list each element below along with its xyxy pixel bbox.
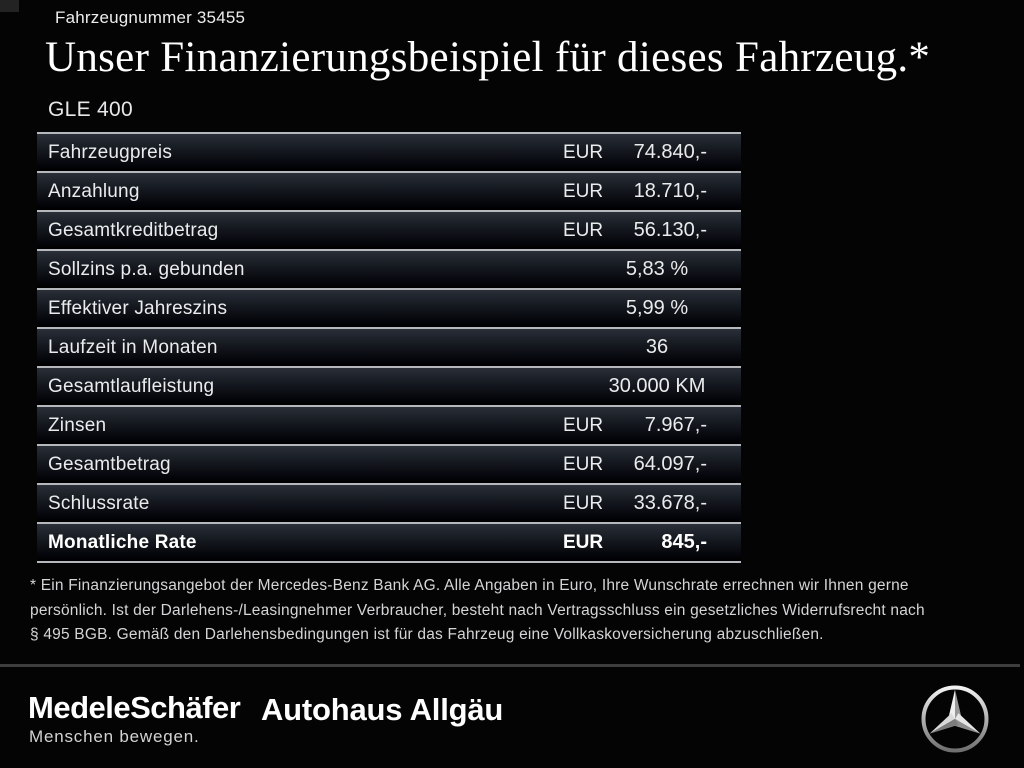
corner-artifact [0, 0, 19, 12]
finance-row-value: EUR 7.967,- [563, 414, 741, 437]
finance-row: Schlussrate EUR 33.678,- [37, 483, 741, 522]
finance-row-label: Zinsen [48, 414, 107, 436]
finance-row-currency: EUR [563, 492, 604, 514]
finance-row-value: EUR 18.710,- [563, 180, 741, 203]
finance-row: Effektiver Jahreszins 5,99 % [37, 288, 741, 327]
finance-row: Sollzins p.a. gebunden 5,83 % [37, 249, 741, 288]
finance-row-label: Monatliche Rate [48, 531, 197, 553]
finance-row-currency: EUR [563, 180, 604, 202]
finance-row-amount: 74.840,- [633, 141, 707, 163]
finance-row-value: 5,83 % [563, 258, 741, 281]
finance-row-value: 30.000 KM [563, 375, 741, 398]
disclaimer-text: * Ein Finanzierungsangebot der Mercedes-… [30, 574, 998, 648]
finance-row-amount: 18.710,- [633, 180, 707, 202]
finance-row-amount: 845,- [661, 531, 707, 553]
finance-row-amount: 5,99 % [625, 297, 689, 319]
finance-row-label: Sollzins p.a. gebunden [48, 258, 245, 280]
finance-row: Anzahlung EUR 18.710,- [37, 171, 741, 210]
vehicle-number: Fahrzeugnummer 35455 [55, 8, 246, 27]
dealer-tagline: Menschen bewegen. [29, 727, 200, 746]
finance-row: Gesamtbetrag EUR 64.097,- [37, 444, 741, 483]
financing-table: Fahrzeugpreis EUR 74.840,- Anzahlung EUR 18.7… [37, 132, 741, 563]
dealer-logo-autohaus-allgaeu: Autohaus Allgäu [261, 692, 504, 727]
disclaimer-line-3: § 495 BGB. Gemäß den Darlehensbedingunge… [30, 626, 824, 643]
finance-row: Monatliche Rate EUR 845,- [37, 522, 741, 561]
finance-row-label: Effektiver Jahreszins [48, 297, 228, 319]
finance-row-amount: 30.000 KM [608, 375, 706, 397]
finance-row-label: Gesamtkreditbetrag [48, 219, 219, 241]
finance-row-currency: EUR [563, 531, 604, 553]
finance-row-amount: 7.967,- [644, 414, 707, 436]
page-title: Unser Finanzierungsbeispiel für dieses F… [45, 34, 931, 81]
finance-row: Zinsen EUR 7.967,- [37, 405, 741, 444]
finance-row-value: EUR 64.097,- [563, 453, 741, 476]
disclaimer-line-1: * Ein Finanzierungsangebot der Mercedes-… [30, 577, 909, 594]
finance-row-label: Gesamtbetrag [48, 453, 171, 475]
finance-row-value: EUR 56.130,- [563, 219, 741, 242]
finance-row-amount: 5,83 % [625, 258, 689, 280]
finance-row-value: 36 [563, 336, 741, 359]
finance-row-currency: EUR [563, 219, 604, 241]
finance-row-label: Anzahlung [48, 180, 140, 202]
finance-row-currency: EUR [563, 414, 604, 436]
mercedes-benz-star-icon [921, 685, 989, 753]
finance-row-value: EUR 74.840,- [563, 141, 741, 164]
finance-row-amount: 36 [645, 336, 669, 358]
dealer-logo-medele-schaefer: MedeleSchäfer [28, 690, 241, 725]
finance-row: Gesamtlaufleistung 30.000 KM [37, 366, 741, 405]
disclaimer-line-2: persönlich. Ist der Darlehens-/Leasingne… [30, 601, 925, 619]
finance-row-value: EUR 33.678,- [563, 492, 741, 515]
finance-row-amount: 56.130,- [633, 219, 707, 241]
finance-row-currency: EUR [563, 141, 604, 163]
model-name: GLE 400 [48, 98, 133, 121]
finance-row-value: 5,99 % [563, 297, 741, 320]
finance-row-label: Schlussrate [48, 492, 150, 514]
finance-row-label: Laufzeit in Monaten [48, 336, 218, 358]
finance-row: Gesamtkreditbetrag EUR 56.130,- [37, 210, 741, 249]
finance-row: Laufzeit in Monaten 36 [37, 327, 741, 366]
finance-row: Fahrzeugpreis EUR 74.840,- [37, 132, 741, 171]
finance-row-currency: EUR [563, 453, 604, 475]
footer-divider [0, 664, 1020, 667]
finance-row-amount: 33.678,- [633, 492, 707, 514]
finance-row-label: Gesamtlaufleistung [48, 375, 215, 397]
finance-row-amount: 64.097,- [633, 453, 707, 475]
finance-row-value: EUR 845,- [563, 531, 741, 554]
finance-row-label: Fahrzeugpreis [48, 141, 173, 163]
